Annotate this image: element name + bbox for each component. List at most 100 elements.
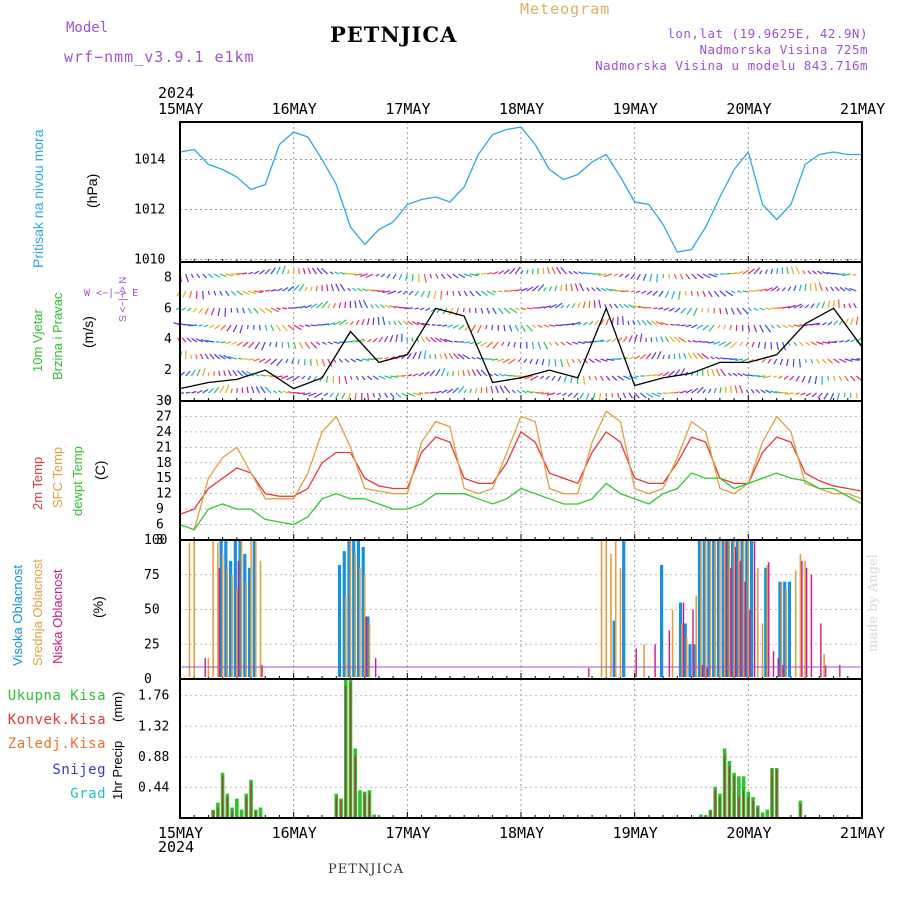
cloud-mid-bar [212,540,214,677]
wind-arrow [434,353,437,360]
wind-arrow [203,324,209,328]
wind-arrow [218,354,226,360]
wind-arrow [543,324,549,328]
model-label: Model [66,20,109,36]
cloud-high-bar [238,540,242,677]
wind-arrow [509,324,513,332]
wind-arrow [304,341,311,350]
total-rain-bar [258,807,263,818]
wind-arrow [795,266,801,275]
wind-arrow [418,350,422,360]
wind-arrow [834,286,840,292]
cloud-high-bar [233,540,237,677]
wind-arrow [320,267,329,275]
wind-arrow [503,385,511,394]
wind-arrow [537,324,543,328]
wind-arrow [282,390,289,394]
wind-arrow [765,307,772,311]
wind-arrow [448,307,454,316]
wind-arrow [855,316,859,326]
wind-arrow [395,392,402,398]
wind-arrow [389,305,397,309]
wind-arrow [850,375,856,382]
cloud-low-bar [839,665,841,677]
wind-arrow [486,341,493,348]
wind-arrow [776,267,779,275]
wind-arrow [313,392,323,399]
wind-arrow [515,288,522,292]
cloud-mid-bar [685,637,688,677]
wind-arrow [770,285,779,292]
wind-arrow [412,321,419,326]
wind-arrow [574,283,579,292]
wind-arrow [585,392,590,400]
wind-arrow [355,358,363,362]
wind-arrow [298,341,304,350]
wind-arrow [280,375,289,380]
wind-arrow [634,392,640,399]
wind-arrow [757,341,761,349]
wind-arrow [651,392,661,397]
wind-arrow [573,270,579,275]
wind-arrow [600,358,608,362]
wind-arrow [315,285,318,292]
convective-rain-bar [719,797,721,818]
wind-arrow [436,307,442,314]
wind-arrow [524,375,533,380]
wind-arrow [423,273,427,283]
wind-arrow [639,354,646,360]
cloud-high-bar [228,560,233,677]
cloud-low-bar [706,667,708,677]
wind-arrow [669,336,675,343]
wind-arrow [567,392,573,397]
wind-arrow [480,341,488,347]
wind-arrow [223,354,232,360]
cloud-mid-bar [780,581,783,677]
wind-arrow [395,334,399,343]
wind-arrow [810,303,815,309]
cloud-mid-bar [226,567,229,677]
wind-arrow [401,374,407,377]
wind-arrow [662,371,670,377]
wind-arrow [566,322,575,326]
wind-arrow [655,320,664,326]
wind-arrow [696,290,700,297]
wind-arrow [276,324,282,332]
wind-arrow [276,307,281,310]
wind-arrow [664,336,670,343]
wind-arrow [548,286,552,292]
cloud-low-bar [261,665,263,677]
wind-arrow [807,270,812,275]
wind-arrow [537,306,545,309]
wind-arrow [236,387,238,394]
wind-arrow [598,392,602,402]
wind-arrow [786,358,789,367]
wind-arrow [357,287,363,292]
wind-arrow [502,358,510,364]
wind-arrow [588,300,591,309]
wind-arrow [810,322,820,326]
model-altitude: Nadmorska Visina u modelu 843.716m [595,58,868,73]
wind-arrow [253,270,260,275]
wind-arrow [571,321,581,326]
wind-arrow [420,290,425,298]
wind-arrow [225,273,234,277]
wind-arrow [650,337,653,343]
wind-arrow [441,389,448,394]
wind-arrow [759,307,765,311]
wind-arrow [389,392,395,399]
x-tick-label-top: 21MAY [840,100,885,118]
wind-arrow [634,375,639,378]
cloud-mid-bar [704,540,707,677]
wind-arrow [586,287,590,292]
wind-arrow [354,300,357,309]
wind-arrow [692,340,698,343]
wind-arrow [783,375,789,380]
wind-arrow [196,273,201,279]
wind-arrow [492,341,499,350]
wind-arrow [412,392,422,396]
temp-tick-label: 9 [156,502,164,517]
temp-tick-label: 21 [156,440,172,455]
wind-arrow [270,267,276,275]
wind-arrow [767,358,772,364]
